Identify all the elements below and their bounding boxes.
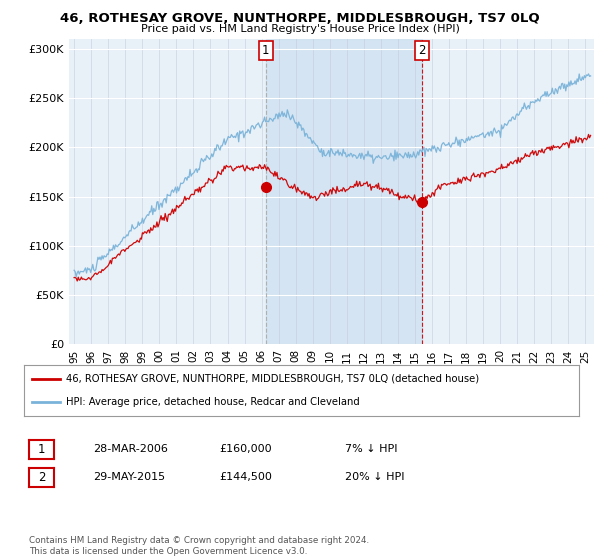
Text: 28-MAR-2006: 28-MAR-2006 <box>93 444 168 454</box>
Text: 7% ↓ HPI: 7% ↓ HPI <box>345 444 398 454</box>
Text: 20% ↓ HPI: 20% ↓ HPI <box>345 472 404 482</box>
Text: 1: 1 <box>38 442 45 456</box>
Bar <box>266 39 422 344</box>
Text: HPI: Average price, detached house, Redcar and Cleveland: HPI: Average price, detached house, Redc… <box>65 397 359 407</box>
Text: 46, ROTHESAY GROVE, NUNTHORPE, MIDDLESBROUGH, TS7 0LQ (detached house): 46, ROTHESAY GROVE, NUNTHORPE, MIDDLESBR… <box>65 374 479 384</box>
Text: 2: 2 <box>418 44 426 57</box>
Text: 29-MAY-2015: 29-MAY-2015 <box>93 472 165 482</box>
Text: 1: 1 <box>262 44 269 57</box>
Text: 46, ROTHESAY GROVE, NUNTHORPE, MIDDLESBROUGH, TS7 0LQ: 46, ROTHESAY GROVE, NUNTHORPE, MIDDLESBR… <box>60 12 540 25</box>
Text: £144,500: £144,500 <box>219 472 272 482</box>
Text: Price paid vs. HM Land Registry's House Price Index (HPI): Price paid vs. HM Land Registry's House … <box>140 24 460 34</box>
Text: 2: 2 <box>38 470 45 484</box>
Text: £160,000: £160,000 <box>219 444 272 454</box>
Text: Contains HM Land Registry data © Crown copyright and database right 2024.
This d: Contains HM Land Registry data © Crown c… <box>29 536 369 556</box>
